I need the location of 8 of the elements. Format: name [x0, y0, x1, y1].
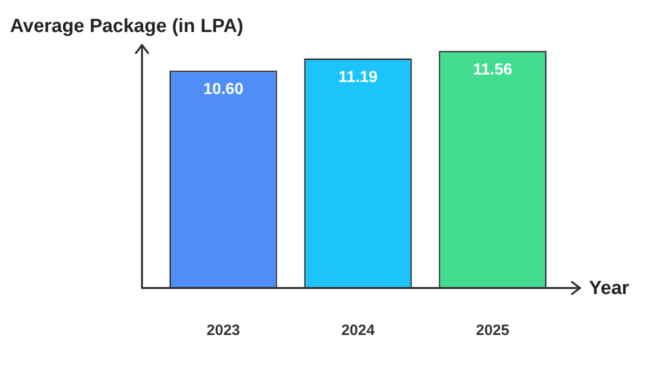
data-label: 11.19: [338, 68, 378, 86]
x-tick-label: 2025: [476, 322, 510, 340]
x-axis-title: Year: [589, 278, 630, 300]
data-label: 10.60: [203, 81, 244, 98]
x-tick-label: 2023: [206, 322, 240, 340]
x-tick-label: 2024: [341, 322, 376, 340]
y-axis-title: Average Package (in LPA): [10, 16, 244, 38]
data-label: 11.56: [473, 61, 512, 78]
